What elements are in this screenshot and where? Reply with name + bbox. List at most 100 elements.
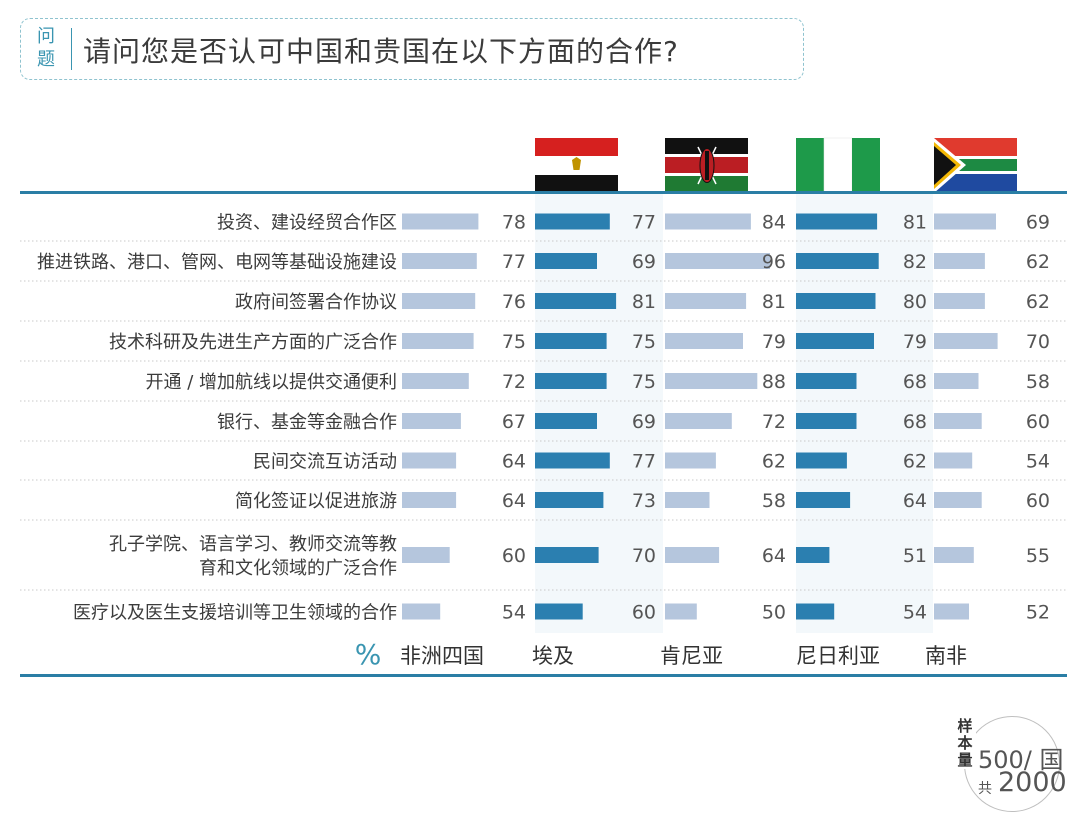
value-label-egypt: 69 xyxy=(632,251,656,273)
bar-africa4 xyxy=(402,413,461,429)
value-label-africa4: 60 xyxy=(502,545,526,567)
bar-kenya xyxy=(665,547,720,563)
bar-nigeria xyxy=(796,253,879,269)
legend-label-nigeria: 尼日利亚 xyxy=(796,644,880,668)
value-label-nigeria: 68 xyxy=(903,371,927,393)
bar-nigeria xyxy=(796,452,847,469)
value-label-africa4: 54 xyxy=(502,602,526,624)
sample-label: 样本量 xyxy=(954,718,976,769)
value-label-nigeria: 81 xyxy=(903,212,927,234)
category-label: 孔子学院、语言学习、教师交流等教育和文化领域的广泛合作 xyxy=(109,534,397,579)
bar-south-africa xyxy=(934,547,974,563)
value-label-kenya: 64 xyxy=(762,545,786,567)
bar-egypt xyxy=(535,452,610,469)
category-label: 技术科研及先进生产方面的广泛合作 xyxy=(109,332,397,353)
sample-total-prefix: 共 xyxy=(978,781,992,797)
percent-unit-label: % xyxy=(355,638,382,671)
bar-egypt xyxy=(535,213,610,230)
value-label-egypt: 77 xyxy=(632,451,656,473)
footer-rule xyxy=(20,674,1067,677)
value-label-nigeria: 68 xyxy=(903,411,927,433)
legend-label-africa4: 非洲四国 xyxy=(400,644,484,668)
bar-south-africa xyxy=(934,413,982,429)
value-label-nigeria: 79 xyxy=(903,331,927,353)
bar-africa4 xyxy=(402,547,450,563)
bar-kenya xyxy=(665,492,710,508)
value-label-africa4: 78 xyxy=(502,212,526,234)
bar-kenya xyxy=(665,452,716,469)
bar-kenya xyxy=(665,213,751,230)
bar-africa4 xyxy=(402,293,476,309)
category-label: 简化签证以促进旅游 xyxy=(235,491,397,512)
bar-south-africa xyxy=(934,333,998,349)
bar-south-africa xyxy=(934,373,979,389)
sample-total: 2000 xyxy=(998,767,1067,798)
value-label-south-africa: 60 xyxy=(1026,490,1050,512)
bar-africa4 xyxy=(402,492,457,508)
category-label: 开通 / 增加航线以提供交通便利 xyxy=(145,372,397,393)
legend-label-south-africa: 南非 xyxy=(925,644,967,668)
category-label: 民间交流互访活动 xyxy=(253,452,397,473)
value-label-nigeria: 51 xyxy=(903,545,927,567)
category-label: 医疗以及医生支援培训等卫生领域的合作 xyxy=(73,603,397,624)
bar-egypt xyxy=(535,373,607,389)
bar-kenya xyxy=(665,373,758,389)
kenya-flag-icon xyxy=(665,138,748,193)
sample-per-country: 500/ 国 xyxy=(978,746,1064,774)
value-label-south-africa: 62 xyxy=(1026,291,1050,313)
value-label-kenya: 58 xyxy=(762,490,786,512)
bar-egypt xyxy=(535,603,583,620)
value-label-nigeria: 80 xyxy=(903,291,927,313)
bar-nigeria xyxy=(796,333,874,349)
egypt-flag-icon xyxy=(535,138,618,193)
bar-africa4 xyxy=(402,213,479,230)
bar-kenya xyxy=(665,603,697,620)
bar-nigeria xyxy=(796,547,830,563)
bar-nigeria xyxy=(796,293,876,309)
value-label-africa4: 67 xyxy=(502,411,526,433)
nigeria-flag-icon xyxy=(796,137,880,194)
south-africa-flag-icon xyxy=(934,138,1017,193)
value-label-nigeria: 54 xyxy=(903,602,927,624)
bar-south-africa xyxy=(934,213,996,230)
bar-kenya xyxy=(665,253,770,269)
value-label-egypt: 77 xyxy=(632,212,656,234)
value-label-south-africa: 69 xyxy=(1026,212,1050,234)
bar-kenya xyxy=(665,333,743,349)
bar-nigeria xyxy=(796,373,857,389)
bar-south-africa xyxy=(934,603,969,620)
bar-africa4 xyxy=(402,373,469,389)
value-label-south-africa: 52 xyxy=(1026,602,1050,624)
sample-size-badge: 样本量 500/ 国 共 2000 xyxy=(954,716,1067,816)
bar-kenya xyxy=(665,413,732,429)
header-rule xyxy=(20,191,1067,194)
bar-south-africa xyxy=(934,492,982,508)
bar-south-africa xyxy=(934,452,973,469)
value-label-egypt: 60 xyxy=(632,602,656,624)
bar-africa4 xyxy=(402,253,477,269)
value-label-south-africa: 58 xyxy=(1026,371,1050,393)
bar-egypt xyxy=(535,293,617,309)
question-text: 请问您是否认可中国和贵国在以下方面的合作? xyxy=(83,35,679,68)
value-label-south-africa: 62 xyxy=(1026,251,1050,273)
bar-africa4 xyxy=(402,333,474,349)
bar-south-africa xyxy=(934,253,985,269)
legend-label-egypt: 埃及 xyxy=(532,644,574,668)
value-label-egypt: 81 xyxy=(632,291,656,313)
value-label-kenya: 62 xyxy=(762,451,786,473)
bar-egypt xyxy=(535,413,597,429)
question-box: 问题 请问您是否认可中国和贵国在以下方面的合作? xyxy=(20,18,804,80)
legend-label-kenya: 肯尼亚 xyxy=(660,644,723,668)
bar-egypt xyxy=(535,253,597,269)
value-label-kenya: 84 xyxy=(762,212,786,234)
category-label: 政府间签署合作协议 xyxy=(235,292,397,313)
bar-nigeria xyxy=(796,492,851,508)
value-label-africa4: 64 xyxy=(502,490,526,512)
value-label-kenya: 88 xyxy=(762,371,786,393)
value-label-south-africa: 54 xyxy=(1026,451,1050,473)
bar-africa4 xyxy=(402,603,441,620)
value-label-kenya: 96 xyxy=(762,251,786,273)
bar-nigeria xyxy=(796,413,857,429)
value-label-egypt: 69 xyxy=(632,411,656,433)
